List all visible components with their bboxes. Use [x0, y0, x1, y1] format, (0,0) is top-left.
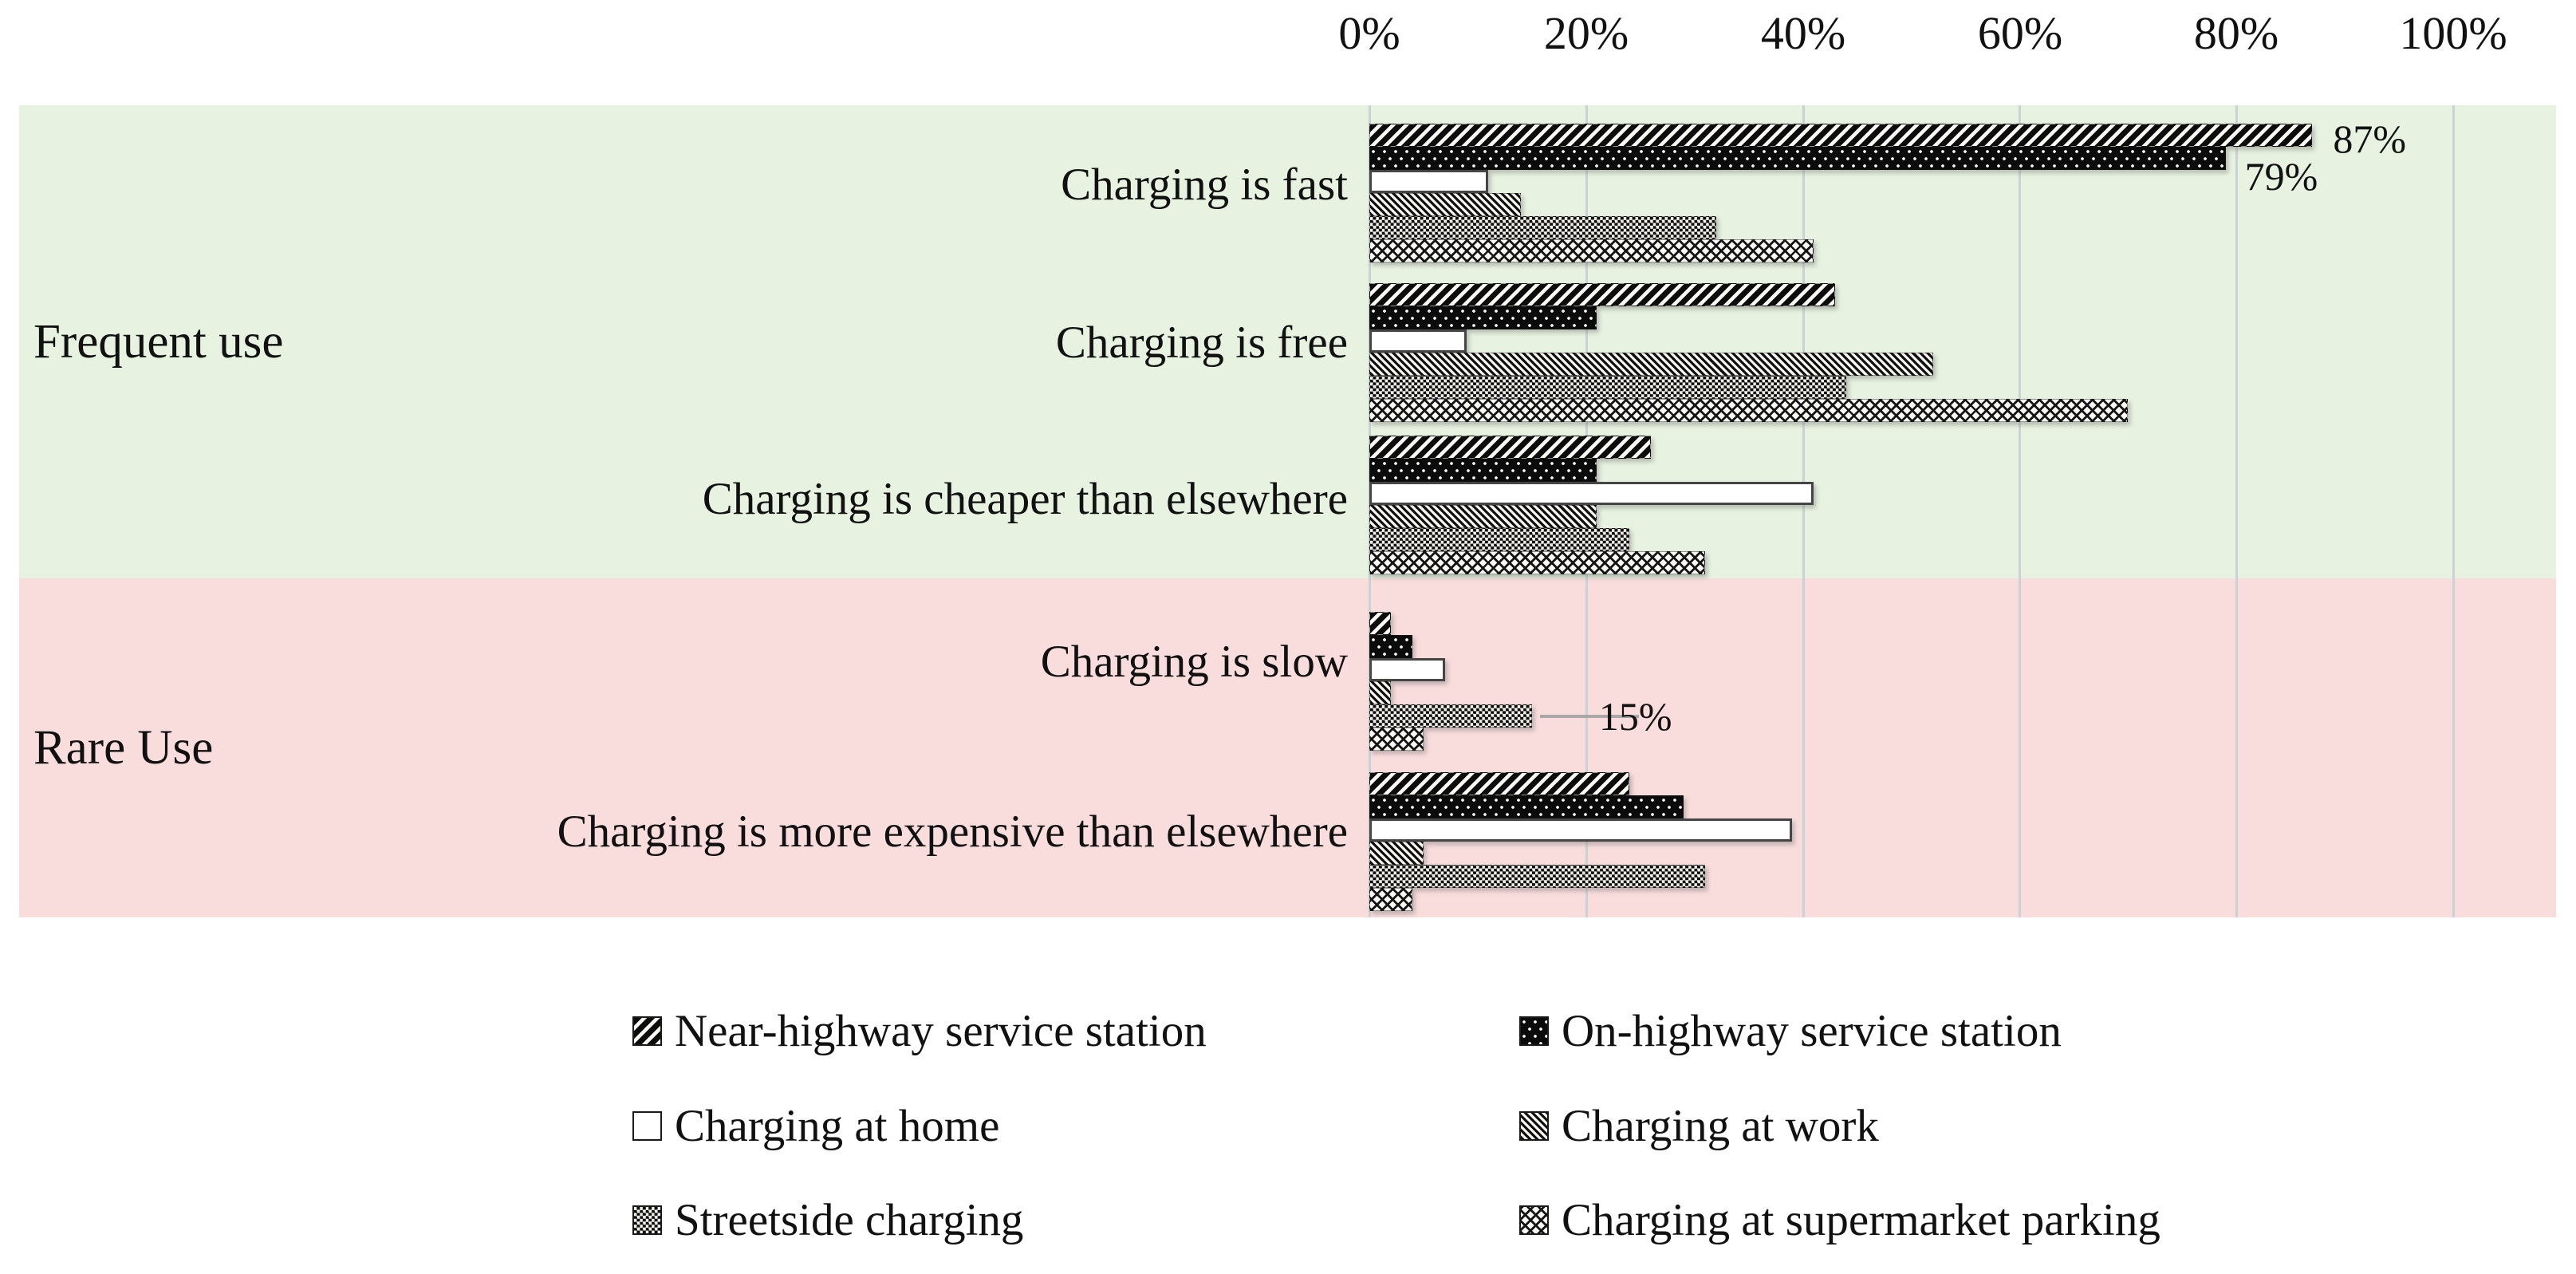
category-label-charging-is-slow: Charging is slow: [1040, 636, 1348, 687]
gridline-60pct: [2019, 105, 2021, 917]
legend-swatch-streetside-charging: [632, 1205, 662, 1235]
bar-charging-at-work-charging-is-free: [1369, 353, 1933, 376]
bar-charging-at-supermarket-parking-charging-is-more-expensive-than-elsewhere: [1369, 888, 1413, 911]
gridline-80pct: [2235, 105, 2238, 917]
group-label-frequent-use: Frequent use: [33, 314, 284, 369]
x-axis-tick: 80%: [2193, 7, 2279, 59]
data-label-on-highway-service-station: 79%: [2244, 153, 2318, 199]
bar-on-highway-service-station-charging-is-free: [1369, 306, 1597, 329]
bar-on-highway-service-station-charging-is-slow: [1369, 635, 1413, 658]
legend-swatch-charging-at-supermarket-parking: [1519, 1205, 1549, 1235]
bar-on-highway-service-station-charging-is-cheaper-than-elsewhere: [1369, 459, 1597, 482]
legend-label: Charging at supermarket parking: [1562, 1194, 2160, 1245]
category-label-charging-is-free: Charging is free: [1055, 317, 1348, 368]
category-label-charging-is-more-expensive: Charging is more expensive than elsewher…: [557, 807, 1348, 857]
x-axis-tick: 20%: [1543, 7, 1629, 59]
bar-charging-at-supermarket-parking-charging-is-cheaper-than-elsewhere: [1369, 551, 1706, 574]
legend-label: Charging at home: [675, 1100, 1000, 1151]
bar-near-highway-service-station-charging-is-free: [1369, 283, 1836, 306]
bar-charging-at-work-charging-is-fast: [1369, 193, 1522, 216]
bar-charging-at-work-charging-is-more-expensive-than-elsewhere: [1369, 842, 1424, 865]
bar-near-highway-service-station-charging-is-slow: [1369, 612, 1392, 635]
legend-item: Near-highway service station: [632, 1002, 1207, 1059]
legend-swatch-on-highway-service-station: [1519, 1016, 1549, 1046]
x-axis-tick: 40%: [1760, 7, 1846, 59]
bar-streetside-charging-charging-is-slow: [1369, 704, 1532, 728]
bar-charging-at-supermarket-parking-charging-is-slow: [1369, 728, 1424, 751]
group-label-rare-use: Rare Use: [33, 720, 214, 775]
bar-charging-at-supermarket-parking-charging-is-free: [1369, 399, 2129, 422]
category-label-charging-is-cheaper: Charging is cheaper than elsewhere: [702, 474, 1348, 524]
bar-charging-at-work-charging-is-cheaper-than-elsewhere: [1369, 505, 1597, 528]
bar-streetside-charging-charging-is-more-expensive-than-elsewhere: [1369, 865, 1706, 888]
legend-label: On-highway service station: [1562, 1005, 2062, 1056]
bar-charging-at-supermarket-parking-charging-is-fast: [1369, 239, 1814, 262]
frequent-use-band: [19, 105, 2556, 578]
bar-streetside-charging-charging-is-cheaper-than-elsewhere: [1369, 528, 1630, 551]
bar-near-highway-service-station-charging-is-more-expensive-than-elsewhere: [1369, 772, 1630, 795]
legend-label: Streetside charging: [675, 1194, 1024, 1245]
bar-streetside-charging-charging-is-free: [1369, 376, 1846, 399]
bar-charging-at-home-charging-is-fast: [1369, 170, 1489, 193]
legend-label: Near-highway service station: [675, 1005, 1207, 1056]
bar-charging-at-home-charging-is-free: [1369, 329, 1467, 353]
bar-charging-at-work-charging-is-slow: [1369, 681, 1392, 704]
bar-near-highway-service-station-charging-is-cheaper-than-elsewhere: [1369, 436, 1652, 459]
bar-streetside-charging-charging-is-fast: [1369, 216, 1716, 239]
legend-item: Streetside charging: [632, 1191, 1023, 1248]
bar-on-highway-service-station-charging-is-fast: [1369, 147, 2226, 170]
category-label-charging-is-fast: Charging is fast: [1061, 159, 1348, 210]
bar-charging-at-home-charging-is-slow: [1369, 658, 1446, 681]
x-axis-tick: 0%: [1338, 7, 1400, 59]
legend-swatch-charging-at-home: [632, 1110, 662, 1141]
data-label-leader-line: [1539, 714, 1639, 718]
bar-near-highway-service-station-charging-is-fast: [1369, 124, 2313, 147]
x-axis-tick: 60%: [1977, 7, 2063, 59]
legend-item: Charging at home: [632, 1097, 999, 1154]
legend-label: Charging at work: [1562, 1100, 1879, 1151]
gridline-40pct: [1802, 105, 1805, 917]
legend-item: Charging at supermarket parking: [1519, 1191, 2160, 1248]
data-label-near-highway-service-station: 87%: [2333, 116, 2406, 161]
rare-use-band: [19, 578, 2556, 917]
legend-swatch-near-highway-service-station: [632, 1016, 662, 1046]
gridline-100pct: [2452, 105, 2455, 917]
legend-item: On-highway service station: [1519, 1002, 2062, 1059]
legend-item: Charging at work: [1519, 1097, 1879, 1154]
bar-charging-at-home-charging-is-more-expensive-than-elsewhere: [1369, 818, 1792, 842]
x-axis-tick: 100%: [2399, 7, 2507, 59]
bar-charging-at-home-charging-is-cheaper-than-elsewhere: [1369, 482, 1814, 505]
data-label-streetside-charging: 15%: [1598, 693, 1672, 739]
legend-swatch-charging-at-work: [1519, 1110, 1549, 1141]
bar-on-highway-service-station-charging-is-more-expensive-than-elsewhere: [1369, 795, 1684, 818]
